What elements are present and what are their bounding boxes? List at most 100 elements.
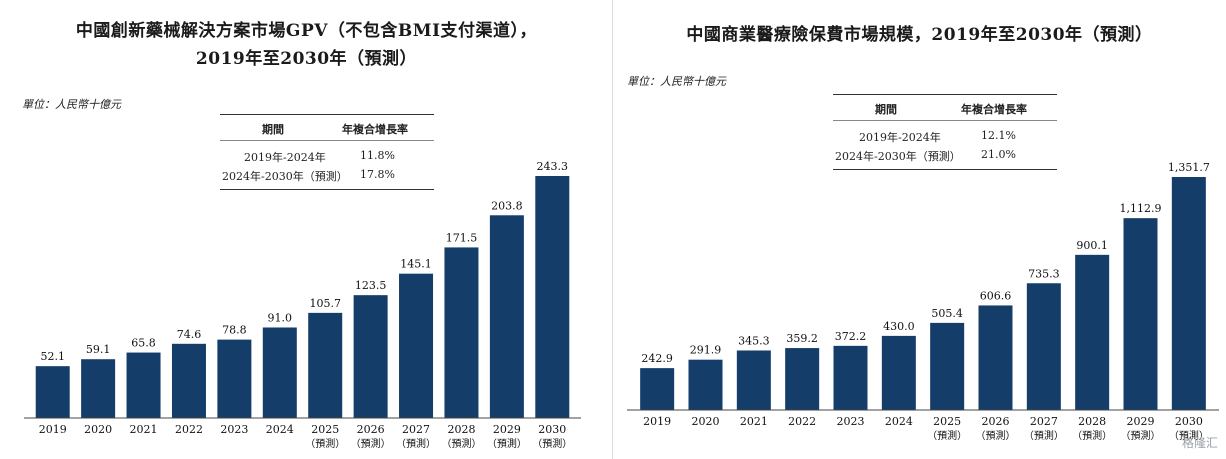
- x-tick-sublabel: （預測）: [927, 429, 967, 442]
- x-tick-label: 2030: [1175, 415, 1203, 428]
- x-tick-label: 2025: [933, 415, 961, 428]
- bar: [535, 176, 570, 418]
- x-tick-sublabel: （預測）: [305, 437, 345, 450]
- panel-divider: [612, 0, 613, 459]
- x-tick-label: 2028: [447, 423, 475, 436]
- x-tick-label: 2030: [538, 423, 566, 436]
- data-label: 243.3: [537, 160, 569, 173]
- bar: [35, 366, 70, 418]
- cagr-row-period: 2024年-2030年（預測）: [222, 170, 348, 183]
- x-tick-label: 2022: [175, 423, 203, 436]
- data-label: 1,351.7: [1168, 161, 1210, 174]
- bar: [688, 359, 723, 410]
- bar: [640, 368, 675, 410]
- cagr-row-rate: 21.0%: [981, 148, 1016, 161]
- x-tick-label: 2023: [837, 415, 865, 428]
- data-label: 171.5: [446, 231, 478, 244]
- x-tick-label: 2027: [402, 423, 430, 436]
- bar: [308, 312, 343, 418]
- cagr-row-period: 2019年-2024年: [859, 131, 941, 144]
- bar: [736, 350, 771, 410]
- bar: [262, 327, 297, 418]
- x-tick-sublabel: （預測）: [396, 437, 436, 450]
- data-label: 242.9: [641, 352, 673, 365]
- bar: [1171, 177, 1206, 410]
- chart-title-line1: 中國創新藥械解決方案市場GPV（不包含BMI支付渠道），: [75, 21, 538, 41]
- x-tick-sublabel: （預測）: [1024, 429, 1064, 442]
- bar-chart-gpv: 52.1 2019 59.1 2020 65.8 2021 74.6 2022 78.8 2023…: [24, 160, 581, 450]
- bar: [881, 335, 916, 410]
- x-tick-sublabel: （預測）: [1121, 429, 1161, 442]
- x-tick-label: 2028: [1078, 415, 1106, 428]
- x-tick-label: 2029: [1127, 415, 1155, 428]
- x-tick-label: 2024: [266, 423, 294, 436]
- bar: [353, 295, 388, 418]
- bar: [930, 322, 965, 410]
- x-tick-label: 2019: [39, 423, 67, 436]
- data-label: 91.0: [268, 311, 293, 324]
- bar: [785, 348, 820, 410]
- cagr-header-rate: 年複合增長率: [961, 103, 1027, 116]
- cagr-header-period: 期間: [875, 103, 897, 116]
- data-label: 123.5: [355, 279, 387, 292]
- bar: [126, 352, 161, 418]
- data-label: 900.1: [1076, 239, 1108, 252]
- bar: [1075, 254, 1110, 410]
- bar: [1026, 283, 1061, 410]
- x-tick-sublabel: （預測）: [441, 437, 481, 450]
- bar: [399, 273, 434, 418]
- data-label: 372.2: [835, 330, 867, 343]
- data-label: 203.8: [491, 199, 523, 212]
- chart-panel-gpv: 中國創新藥械解決方案市場GPV（不包含BMI支付渠道）， 2019年至2030年…: [22, 21, 581, 450]
- chart-title-line1: 中國商業醫療險保費市場規模，2019年至2030年（預測）: [686, 25, 1153, 45]
- bar-chart-premium: 242.9 2019 291.9 2020 345.3 2021 359.2 2022 372.…: [627, 161, 1219, 442]
- bar: [978, 305, 1013, 410]
- x-tick-label: 2023: [220, 423, 248, 436]
- cagr-table: 期間 年複合增長率 2019年-2024年 11.8% 2024年-2030年（…: [220, 114, 434, 190]
- data-label: 345.3: [738, 334, 770, 347]
- bar: [81, 359, 116, 418]
- x-tick-label: 2029: [493, 423, 521, 436]
- watermark: 格隆汇: [1181, 436, 1218, 450]
- cagr-row-rate: 12.1%: [981, 129, 1016, 142]
- bar: [171, 343, 206, 418]
- x-tick-label: 2021: [130, 423, 158, 436]
- x-tick-label: 2022: [788, 415, 816, 428]
- chart-panel-premium: 中國商業醫療險保費市場規模，2019年至2030年（預測） 單位：人民幣十億元 …: [613, 0, 1226, 459]
- x-tick-sublabel: （預測）: [532, 437, 572, 450]
- cagr-row-rate: 17.8%: [360, 168, 395, 181]
- data-label: 430.0: [883, 320, 915, 333]
- x-tick-sublabel: （預測）: [351, 437, 391, 450]
- bar: [217, 339, 252, 418]
- cagr-header-period: 期間: [262, 123, 284, 136]
- x-tick-sublabel: （預測）: [976, 429, 1016, 442]
- x-tick-label: 2026: [357, 423, 385, 436]
- bar: [833, 345, 868, 410]
- data-label: 735.3: [1028, 267, 1060, 280]
- x-tick-label: 2027: [1030, 415, 1058, 428]
- x-tick-label: 2020: [692, 415, 720, 428]
- x-tick-label: 2024: [885, 415, 913, 428]
- x-tick-label: 2026: [982, 415, 1010, 428]
- x-tick-label: 2020: [84, 423, 112, 436]
- cagr-row-rate: 11.8%: [360, 149, 395, 162]
- x-tick-label: 2021: [740, 415, 768, 428]
- bar: [444, 247, 479, 418]
- x-tick-label: 2025: [311, 423, 339, 436]
- data-label: 52.1: [40, 350, 65, 363]
- cagr-row-period: 2024年-2030年（預測）: [835, 150, 961, 163]
- chart-title-line2: 2019年至2030年（預測）: [195, 49, 418, 69]
- cagr-table: 期間 年複合增長率 2019年-2024年 12.1% 2024年-2030年（…: [833, 94, 1057, 170]
- unit-label: 單位：人民幣十億元: [627, 75, 726, 88]
- data-label: 145.1: [400, 258, 432, 271]
- data-label: 65.8: [131, 337, 156, 350]
- data-label: 606.6: [980, 289, 1012, 302]
- cagr-header-rate: 年複合增長率: [342, 123, 408, 136]
- bar: [489, 215, 524, 418]
- data-label: 505.4: [931, 307, 963, 320]
- bar: [1123, 218, 1158, 410]
- data-label: 1,112.9: [1120, 202, 1162, 215]
- data-label: 291.9: [690, 344, 722, 357]
- unit-label: 單位：人民幣十億元: [22, 98, 121, 111]
- x-tick-label: 2019: [643, 415, 671, 428]
